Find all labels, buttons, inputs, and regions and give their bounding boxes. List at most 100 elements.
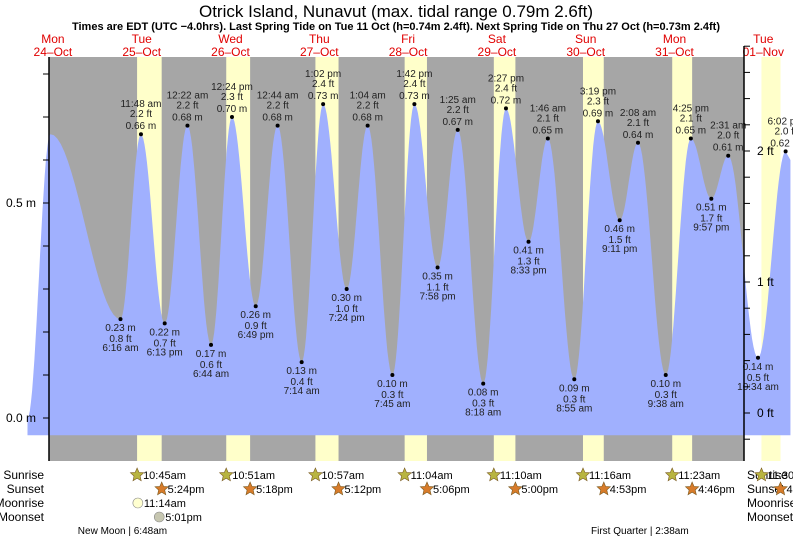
tide-height-m: 0.51 m — [696, 203, 727, 214]
tide-height-m: 0.17 m — [196, 349, 227, 360]
moonrise-icon — [132, 497, 144, 509]
sunset-icon — [596, 481, 612, 496]
day-label-date: 25–Oct — [122, 45, 161, 59]
high-tide-label: 2:27 pm2.4 ft0.72 m — [488, 73, 524, 106]
high-tide-label: 3:19 pm2.3 ft0.69 m — [580, 86, 616, 119]
low-tide-label: 0.10 m0.3 ft9:38 am — [648, 379, 684, 410]
tide-point — [545, 136, 550, 141]
tide-height-ft: 1.0 ft — [336, 304, 358, 315]
day-label-date: 24–Oct — [34, 45, 73, 59]
tide-height-m: 0.66 m — [126, 121, 157, 132]
sunset-time: 4:53pm — [610, 484, 647, 496]
tide-height-m: 0.10 m — [377, 379, 408, 390]
tide-point — [617, 218, 622, 223]
tide-height-ft: 0.3 ft — [655, 390, 677, 401]
tide-height-m: 0.68 m — [172, 113, 203, 124]
right-axis-label: 1 ft — [757, 275, 774, 289]
high-tide-label: 12:44 am2.2 ft0.68 m — [257, 91, 299, 124]
tide-time: 4:25 pm — [673, 104, 709, 115]
sun-moon-rows: SunriseSunriseSunsetSunsetMoonriseMoonri… — [0, 467, 793, 537]
tide-time: 6:02 pm — [768, 116, 793, 127]
tide-time: 9:11 pm — [602, 244, 637, 255]
tide-height-m: 0.14 m — [743, 362, 774, 373]
sunset-time: 4:46pm — [698, 484, 735, 496]
low-tide-label: 0.41 m1.3 ft8:33 pm — [510, 246, 546, 277]
day-label-date: 31–Oct — [655, 45, 694, 59]
tide-point — [595, 119, 600, 124]
row-label-left: Sunrise — [3, 468, 44, 482]
tide-height-ft: 2.2 ft — [266, 101, 288, 112]
tide-height-ft: 2.1 ft — [627, 118, 649, 129]
tide-height-ft: 2.2 ft — [357, 101, 379, 112]
low-tide-label: 0.46 m1.5 ft9:11 pm — [602, 224, 637, 255]
low-tide-label: 0.09 m0.3 ft8:55 am — [556, 383, 592, 414]
day-label-date: 28–Oct — [389, 45, 428, 59]
sunrise-time: 10:57am — [321, 470, 364, 482]
sunset-time: 5:12pm — [345, 484, 382, 496]
row-label-left: Moonrise — [0, 496, 44, 510]
chart-title: Otrick Island, Nunavut (max. tidal range… — [199, 2, 593, 21]
high-tide-label: 1:46 am2.1 ft0.65 m — [530, 104, 566, 137]
tide-point — [755, 355, 760, 360]
tide-height-m: 0.41 m — [513, 246, 544, 257]
axes: 0.0 m 0.5 m 0 ft 1 ft 2 ft — [6, 45, 774, 461]
sunset-icon — [331, 481, 346, 496]
sunrise-time: 11:10am — [500, 470, 542, 482]
day-label-date: 30–Oct — [566, 45, 605, 59]
tide-time: 9:38 am — [648, 399, 684, 410]
sunrise-time: 11:30am — [767, 470, 793, 482]
tide-height-ft: 2.3 ft — [587, 96, 609, 107]
sunset-time: 5:18pm — [256, 484, 293, 496]
row-label-left: Moonset — [0, 510, 45, 524]
tide-height-m: 0.70 m — [217, 104, 248, 115]
tide-height-m: 0.26 m — [240, 310, 271, 321]
tide-point — [209, 342, 214, 347]
tide-time: 1:04 am — [350, 91, 386, 102]
low-tide-label: 0.26 m0.9 ft6:49 pm — [238, 310, 274, 341]
tide-point — [275, 123, 280, 128]
day-label-dow: Fri — [401, 32, 415, 46]
high-tide-label: 12:22 am2.2 ft0.68 m — [167, 91, 209, 124]
tide-height-ft: 2.2 ft — [130, 109, 152, 120]
row-label-left: Sunset — [7, 482, 45, 496]
tide-time: 7:14 am — [284, 386, 320, 397]
tide-point — [390, 373, 395, 377]
sunrise-icon — [308, 467, 323, 482]
tide-height-m: 0.30 m — [331, 293, 362, 304]
tide-height-ft: 0.6 ft — [200, 360, 222, 371]
tide-height-ft: 2.4 ft — [312, 79, 334, 90]
sunset-time: 5:00pm — [521, 484, 558, 496]
tide-point — [783, 149, 788, 154]
tide-height-ft: 0.5 ft — [747, 373, 769, 384]
tide-point — [709, 196, 714, 201]
tide-height-m: 0.08 m — [468, 388, 499, 399]
tide-time: 8:55 am — [556, 403, 592, 414]
low-tide-label: 0.17 m0.6 ft6:44 am — [193, 349, 229, 380]
high-tide-label: 1:02 pm2.4 ft0.73 m — [305, 69, 341, 102]
tide-time: 11:48 am — [120, 99, 161, 110]
sunrise-icon — [575, 467, 591, 482]
tide-time: 8:33 pm — [510, 266, 546, 277]
moonrise-time: 11:14am — [144, 498, 186, 510]
tide-time: 1:42 pm — [396, 69, 432, 80]
sunset-time: 5:24pm — [168, 484, 205, 496]
sunrise-icon — [397, 467, 413, 482]
tide-time: 8:18 am — [465, 408, 501, 419]
tide-time: 6:44 am — [193, 369, 229, 380]
tide-time: 9:57 pm — [693, 223, 729, 234]
high-tide-label: 12:24 pm2.3 ft0.70 m — [211, 82, 253, 115]
low-tide-label: 0.22 m0.7 ft6:13 pm — [147, 327, 183, 358]
left-axis-label: 0.5 m — [6, 196, 36, 210]
high-tide-label: 6:02 pm2.0 ft0.62 m — [768, 116, 793, 149]
tide-time: 10:34 am — [737, 382, 779, 393]
tide-height-m: 0.13 m — [286, 366, 317, 377]
sunrise-icon — [486, 467, 502, 482]
tide-time: 2:08 am — [620, 108, 656, 119]
tide-height-m: 0.09 m — [559, 383, 590, 394]
row-label-right: Moonrise — [747, 496, 793, 510]
day-label-dow: Mon — [663, 32, 686, 46]
tide-height-ft: 2.2 ft — [176, 101, 198, 112]
high-tide-label: 2:31 am2.0 ft0.61 m — [710, 121, 746, 154]
